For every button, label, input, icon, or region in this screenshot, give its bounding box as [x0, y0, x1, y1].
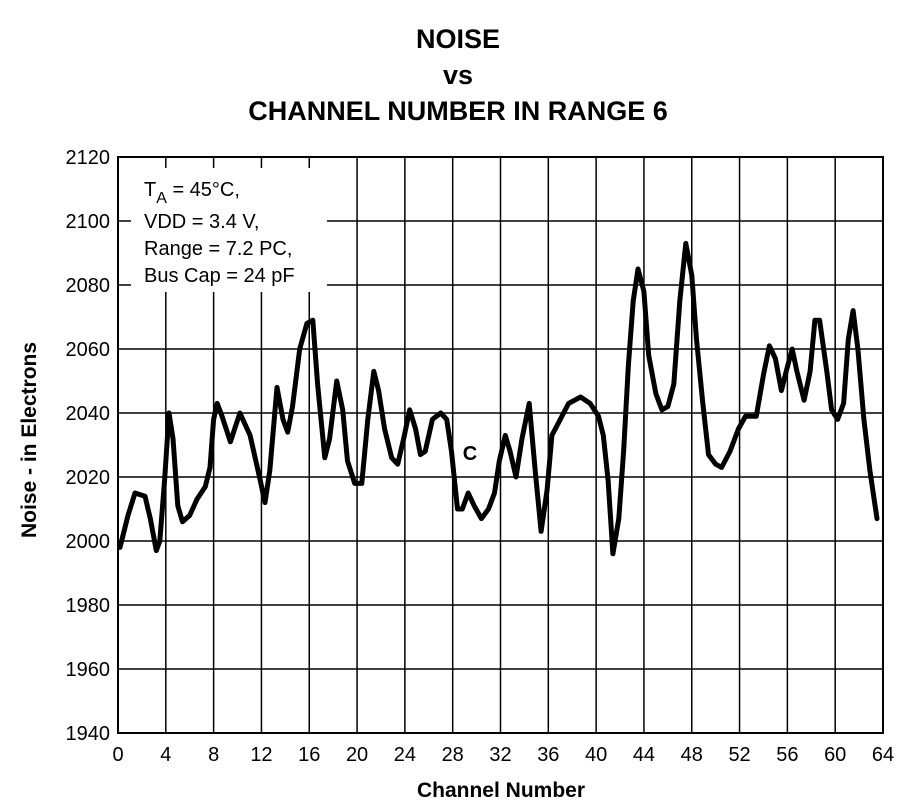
x-tick-label: 12 — [250, 744, 272, 766]
y-tick-label: 2000 — [66, 531, 111, 553]
x-tick-label: 20 — [346, 744, 368, 766]
data-line — [117, 240, 880, 557]
x-tick-label: 24 — [394, 744, 416, 766]
annotation: VDD = 3.4 V, — [144, 211, 259, 233]
x-tick-label: 32 — [489, 744, 511, 766]
plot-frame — [117, 156, 884, 734]
x-tick-label: 0 — [112, 744, 123, 766]
x-tick-label: 4 — [160, 744, 171, 766]
y-tick-label: 2020 — [66, 467, 111, 489]
y-axis-label: Noise - in Electrons — [18, 342, 41, 538]
x-axis-label: Channel Number — [417, 779, 585, 802]
y-tick-label: 2100 — [66, 211, 111, 233]
y-tick-label: 1940 — [66, 723, 111, 745]
annotation-symbol: T — [144, 179, 156, 201]
annotation: TA = 45°C, — [144, 179, 240, 207]
annotation-text: = 45°C, — [167, 179, 240, 201]
x-tick-label: 64 — [872, 744, 894, 766]
x-tick-label: 56 — [776, 744, 798, 766]
y-tick-label: 2120 — [66, 147, 111, 169]
x-tick-label: 52 — [728, 744, 750, 766]
y-tick-label: 1980 — [66, 595, 111, 617]
x-tick-label: 60 — [824, 744, 846, 766]
chart-title: NOISE — [416, 24, 500, 54]
curve-label: C — [463, 443, 477, 465]
x-tick-label: 8 — [208, 744, 219, 766]
y-tick-label: 2060 — [66, 339, 111, 361]
chart-title: vs — [443, 60, 473, 90]
y-tick-label: 2040 — [66, 403, 111, 425]
x-tick-label: 48 — [681, 744, 703, 766]
y-tick-label: 1960 — [66, 659, 111, 681]
y-tick-label: 2080 — [66, 275, 111, 297]
annotation: Range = 7.2 PC, — [144, 238, 292, 260]
x-tick-label: 28 — [442, 744, 464, 766]
x-tick-label: 16 — [298, 744, 320, 766]
annotation-box — [131, 168, 327, 292]
annotation: Bus Cap = 24 pF — [144, 265, 295, 287]
annotation-subscript: A — [156, 190, 167, 207]
x-tick-label: 40 — [585, 744, 607, 766]
x-tick-label: 44 — [633, 744, 655, 766]
x-tick-label: 36 — [537, 744, 559, 766]
chart-title: CHANNEL NUMBER IN RANGE 6 — [248, 96, 668, 126]
